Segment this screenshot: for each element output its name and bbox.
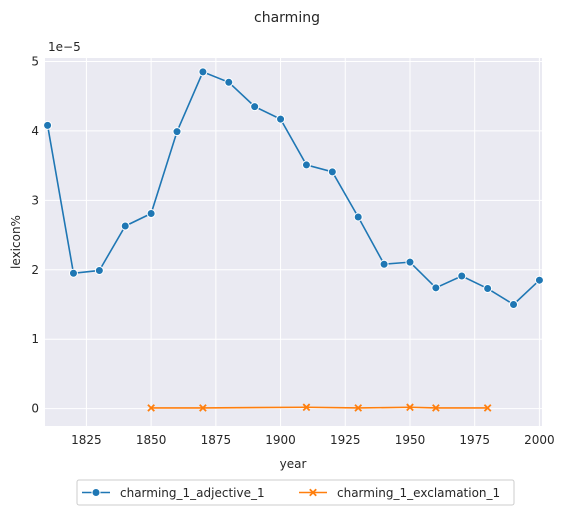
data-point xyxy=(91,488,101,497)
data-point xyxy=(198,67,208,77)
legend-label: charming_1_exclamation_1 xyxy=(337,486,500,500)
x-tick-label: 1825 xyxy=(71,433,102,447)
x-axis-label: year xyxy=(280,457,307,471)
x-tick-label: 1850 xyxy=(136,433,167,447)
y-tick-label: 5 xyxy=(31,54,39,68)
y-tick-label: 4 xyxy=(31,124,39,138)
x-tick-label: 2000 xyxy=(524,433,555,447)
y-tick-label: 3 xyxy=(31,193,39,207)
x-tick-label: 1950 xyxy=(395,433,426,447)
x-tick-label: 1900 xyxy=(265,433,296,447)
data-point xyxy=(120,221,130,231)
data-point xyxy=(301,160,311,170)
data-point xyxy=(405,257,415,267)
series-line xyxy=(46,70,540,306)
x-tick-label: 1975 xyxy=(459,433,490,447)
legend-box xyxy=(76,479,515,506)
data-point xyxy=(147,404,155,412)
data-point xyxy=(94,265,104,275)
data-point xyxy=(406,403,414,412)
data-point xyxy=(327,167,337,177)
grid xyxy=(45,58,542,426)
y-offset-label: 1e−5 xyxy=(48,40,81,54)
y-tick-label: 0 xyxy=(31,402,39,416)
data-point xyxy=(43,120,53,130)
legend-entry: charming_1_adjective_1 xyxy=(82,486,265,500)
legend-label: charming_1_adjective_1 xyxy=(120,486,265,500)
y-tick-label: 1 xyxy=(31,332,39,346)
data-point xyxy=(353,212,363,222)
data-point xyxy=(172,127,182,137)
legend-entry: charming_1_exclamation_1 xyxy=(299,486,500,500)
data-point xyxy=(302,403,311,412)
data-point xyxy=(457,271,467,281)
data-point xyxy=(432,404,440,412)
data-point xyxy=(276,114,286,124)
y-tick-label: 2 xyxy=(31,263,39,277)
data-point xyxy=(68,268,78,278)
series-layer xyxy=(43,67,544,412)
tick-labels: 1825 1850 1875 1900 1925 1950 1975 2000 0 1 2 3 4 5 xyxy=(31,54,554,447)
data-point xyxy=(354,404,363,412)
x-tick-label: 1875 xyxy=(201,433,232,447)
data-point xyxy=(509,299,519,309)
data-point xyxy=(309,488,317,497)
legend: charming_1_adjective_1 charming_1_exclama… xyxy=(76,479,515,506)
data-point xyxy=(250,102,260,112)
series-charming_1_adjective_1 xyxy=(43,67,544,309)
data-point xyxy=(534,275,544,285)
x-tick-label: 1925 xyxy=(330,433,361,447)
data-point xyxy=(199,404,207,412)
chart-title: charming xyxy=(254,10,320,26)
plot-area xyxy=(45,58,542,426)
data-point xyxy=(483,404,492,412)
data-point xyxy=(224,77,234,87)
data-point xyxy=(379,259,389,269)
y-axis-label: lexicon% xyxy=(9,215,23,269)
data-point xyxy=(483,284,493,294)
data-point xyxy=(431,283,441,293)
data-point xyxy=(146,209,156,219)
series-charming_1_exclamation_1 xyxy=(147,403,492,412)
